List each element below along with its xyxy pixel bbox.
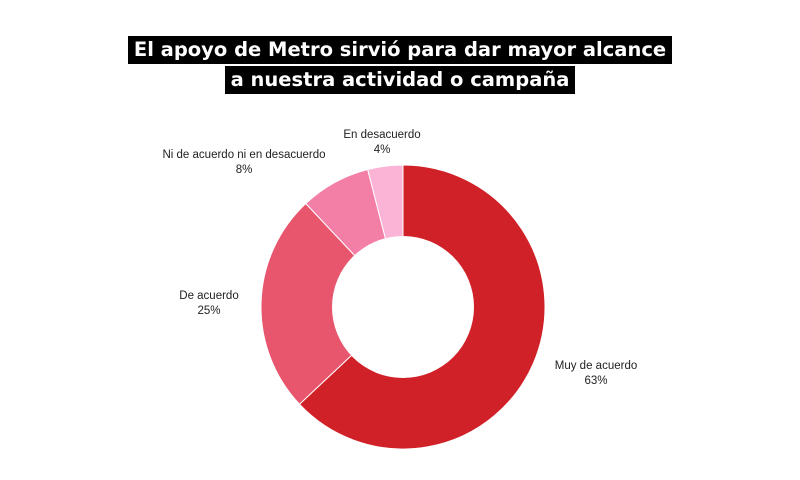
slice-category-label: En desacuerdo: [343, 129, 420, 141]
chart-title: El apoyo de Metro sirvió para dar mayor …: [0, 36, 800, 94]
slice-de-acuerdo: [260, 202, 404, 405]
slice-value-label: 25%: [197, 305, 220, 317]
slice-category-label: De acuerdo: [179, 290, 238, 302]
slice-labels: Muy de acuerdo 63% De acuerdo 25% Ni de acue…: [162, 129, 637, 387]
chart-title-line-1: El apoyo de Metro sirvió para dar mayor …: [127, 36, 673, 64]
slice-value-label: 4%: [374, 144, 391, 156]
donut-hole: [332, 236, 474, 378]
slice-category-label: Muy de acuerdo: [555, 360, 637, 372]
chart-title-line-2: a nuestra actividad o campaña: [224, 66, 576, 94]
slice-value-label: 8%: [236, 164, 253, 176]
slice-value-label: 63%: [584, 375, 607, 387]
slice-category-label: Ni de acuerdo ni en desacuerdo: [162, 149, 325, 161]
